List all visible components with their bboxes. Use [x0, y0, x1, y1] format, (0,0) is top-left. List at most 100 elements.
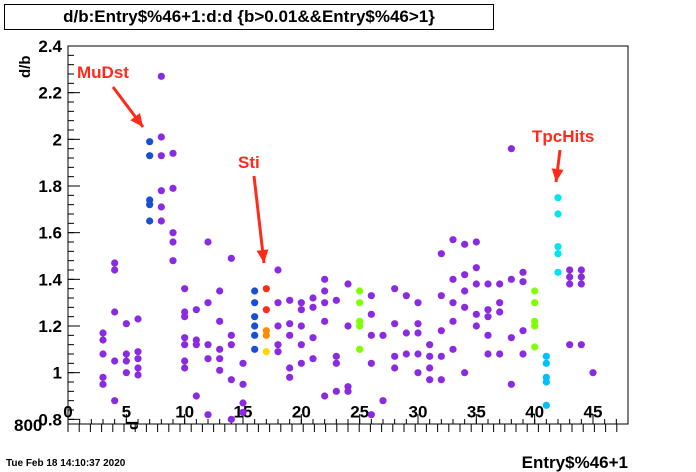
- data-points: [99, 72, 597, 423]
- data-point: [589, 369, 597, 377]
- data-point: [239, 408, 247, 416]
- data-point: [472, 322, 480, 330]
- data-point: [157, 187, 165, 195]
- data-point: [274, 341, 282, 349]
- data-point: [134, 355, 142, 363]
- data-point: [437, 327, 445, 335]
- data-point: [542, 352, 550, 360]
- data-point: [519, 327, 527, 335]
- x-axis-title: Entry$%46+1: [522, 453, 628, 472]
- data-point: [577, 280, 585, 288]
- data-point: [251, 313, 259, 321]
- data-point: [181, 313, 189, 321]
- data-point: [122, 320, 130, 328]
- data-point: [146, 138, 154, 146]
- data-point: [134, 315, 142, 323]
- data-point: [111, 266, 119, 274]
- data-point: [181, 341, 189, 349]
- data-point: [367, 310, 375, 318]
- data-point: [169, 229, 177, 237]
- data-point: [122, 369, 130, 377]
- y-tick-label: 2: [53, 130, 62, 149]
- data-point: [391, 285, 399, 293]
- data-point: [216, 317, 224, 325]
- data-point: [286, 373, 294, 381]
- data-point: [111, 357, 119, 365]
- data-point: [484, 306, 492, 314]
- data-point: [461, 240, 469, 248]
- data-point: [472, 280, 480, 288]
- data-point: [297, 341, 305, 349]
- data-point: [391, 352, 399, 360]
- data-point: [426, 341, 434, 349]
- data-point: [437, 376, 445, 384]
- data-point: [309, 294, 317, 302]
- data-point: [169, 184, 177, 192]
- chart-title-box: d/b:Entry$%46+1:d:d {b>0.01&&Entry$%46>1…: [4, 4, 494, 30]
- x-tick-label: 10: [175, 402, 194, 421]
- data-point: [566, 266, 574, 274]
- data-point: [519, 278, 527, 286]
- annotations: MuDst Sti TpcHits: [77, 63, 594, 264]
- data-point: [251, 299, 259, 307]
- data-point: [169, 149, 177, 157]
- x-tick-label: 30: [409, 402, 428, 421]
- data-point: [134, 364, 142, 372]
- data-point: [531, 299, 539, 307]
- data-point: [356, 322, 364, 330]
- data-point: [239, 380, 247, 388]
- data-point: [204, 355, 212, 363]
- data-point: [157, 217, 165, 225]
- data-point: [309, 334, 317, 342]
- data-point: [402, 329, 410, 337]
- data-point: [297, 359, 305, 367]
- data-point: [99, 350, 107, 358]
- data-point: [157, 152, 165, 160]
- data-point: [227, 415, 235, 423]
- data-point: [99, 380, 107, 388]
- data-point: [449, 275, 457, 283]
- data-point: [262, 348, 270, 356]
- x-tick-label: 0: [63, 402, 72, 421]
- y-tick-label: 1: [53, 364, 62, 383]
- data-point: [542, 401, 550, 409]
- annotation-arrow-head: [130, 113, 143, 127]
- data-point: [391, 320, 399, 328]
- annotation-label: MuDst: [77, 63, 129, 82]
- data-point: [566, 341, 574, 349]
- y-tick-label: 1.8: [38, 177, 62, 196]
- data-point: [286, 320, 294, 328]
- y-tick-label: 2.2: [38, 84, 62, 103]
- overlap-tick-label: 800: [14, 416, 42, 435]
- data-point: [204, 341, 212, 349]
- data-point: [204, 299, 212, 307]
- data-point: [519, 268, 527, 276]
- data-point: [484, 350, 492, 358]
- data-point: [262, 306, 270, 314]
- data-point: [181, 334, 189, 342]
- data-point: [484, 280, 492, 288]
- data-point: [566, 273, 574, 281]
- data-point: [99, 336, 107, 344]
- data-point: [414, 299, 422, 307]
- data-point: [391, 364, 399, 372]
- data-point: [437, 250, 445, 258]
- data-point: [262, 331, 270, 339]
- overlap-axis-label-d: d: [125, 421, 142, 430]
- data-point: [577, 266, 585, 274]
- data-point: [297, 322, 305, 330]
- data-point: [297, 306, 305, 314]
- data-point: [321, 392, 329, 400]
- data-point: [531, 287, 539, 295]
- data-point: [554, 194, 562, 202]
- data-point: [239, 359, 247, 367]
- data-point: [437, 292, 445, 300]
- y-axis: 0.8 1 1.2 1.4 1.6 1.8 2 2.2 2.4: [38, 37, 80, 429]
- annotation-arrow-shaft: [252, 175, 266, 264]
- data-point: [531, 343, 539, 351]
- data-point: [134, 348, 142, 356]
- data-point: [146, 201, 154, 209]
- data-point: [449, 236, 457, 244]
- data-point: [554, 210, 562, 218]
- data-point: [297, 299, 305, 307]
